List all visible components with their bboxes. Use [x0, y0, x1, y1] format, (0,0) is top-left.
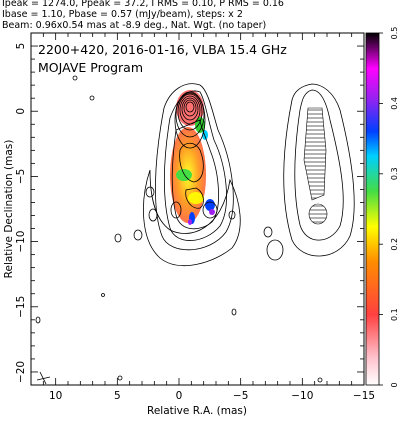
y-tick-label: −5 [15, 169, 27, 184]
core-contours [174, 91, 206, 149]
colorbar-tick-label: 0.5 [390, 27, 399, 40]
blue-patch [205, 199, 215, 211]
purple-patch-2 [188, 219, 192, 225]
header-line-1: Ipeak = 1274.0, Ppeak = 37.2, I RMS = 0.… [2, 0, 284, 9]
polarized-intensity-jet [263, 83, 355, 383]
colorbar-tick-label: 0.2 [390, 238, 399, 251]
green-patch-2 [176, 169, 192, 181]
colorbar-tick-label: 0.3 [390, 167, 399, 180]
colorbar [365, 32, 380, 386]
y-tick-label: −20 [15, 361, 27, 383]
y-axis-label: Relative Declination (mas) [3, 140, 15, 279]
y-axis-tick-labels: 5 0 −5 −10 −15 −20 [15, 43, 27, 383]
colorbar-tick-label: 0.1 [390, 308, 399, 321]
header-line-2: Ibase = 1.10, Pbase = 0.57 (mJy/beam), s… [2, 9, 243, 20]
x-tick-label: 0 [176, 390, 183, 402]
polarization-hatch [303, 107, 327, 201]
plot-subtitle: MOJAVE Program [38, 60, 144, 75]
beam-marker [36, 371, 51, 385]
x-tick-label: −15 [353, 390, 375, 402]
plot-title: 2200+420, 2016-01-16, VLBA 15.4 GHz [38, 42, 287, 57]
x-tick-label: 10 [49, 390, 62, 402]
outer-contours [35, 75, 241, 381]
polarization-hatch-2 [308, 203, 328, 225]
x-axis-ticks [30, 33, 365, 385]
x-axis-label: Relative R.A. (mas) [147, 405, 247, 417]
colorbar-tick-label: 0.4 [390, 97, 399, 110]
y-axis-ticks [31, 32, 364, 386]
yellow-patch [188, 192, 204, 204]
map-content [35, 75, 355, 385]
x-tick-label: −5 [233, 390, 248, 402]
total-intensity-jet [35, 75, 241, 381]
jet-contours [155, 83, 234, 251]
colorbar-tick-label: 0 [390, 382, 399, 387]
x-axis-tick-labels: 10 5 0 −5 −10 −15 [49, 390, 375, 402]
x-tick-label: −10 [291, 390, 313, 402]
purple-patch [209, 209, 215, 215]
header-line-3: Beam: 0.96x0.54 mas at -8.9 deg., Nat. W… [2, 20, 267, 31]
y-tick-label: −15 [15, 296, 27, 318]
y-tick-label: 5 [15, 43, 27, 50]
x-tick-label: 5 [114, 390, 121, 402]
core-color [176, 90, 204, 126]
y-tick-label: 0 [15, 108, 27, 115]
y-tick-label: −10 [15, 231, 27, 253]
colorbar-ticks: 0 0.1 0.2 0.3 0.4 0.5 [379, 27, 399, 388]
